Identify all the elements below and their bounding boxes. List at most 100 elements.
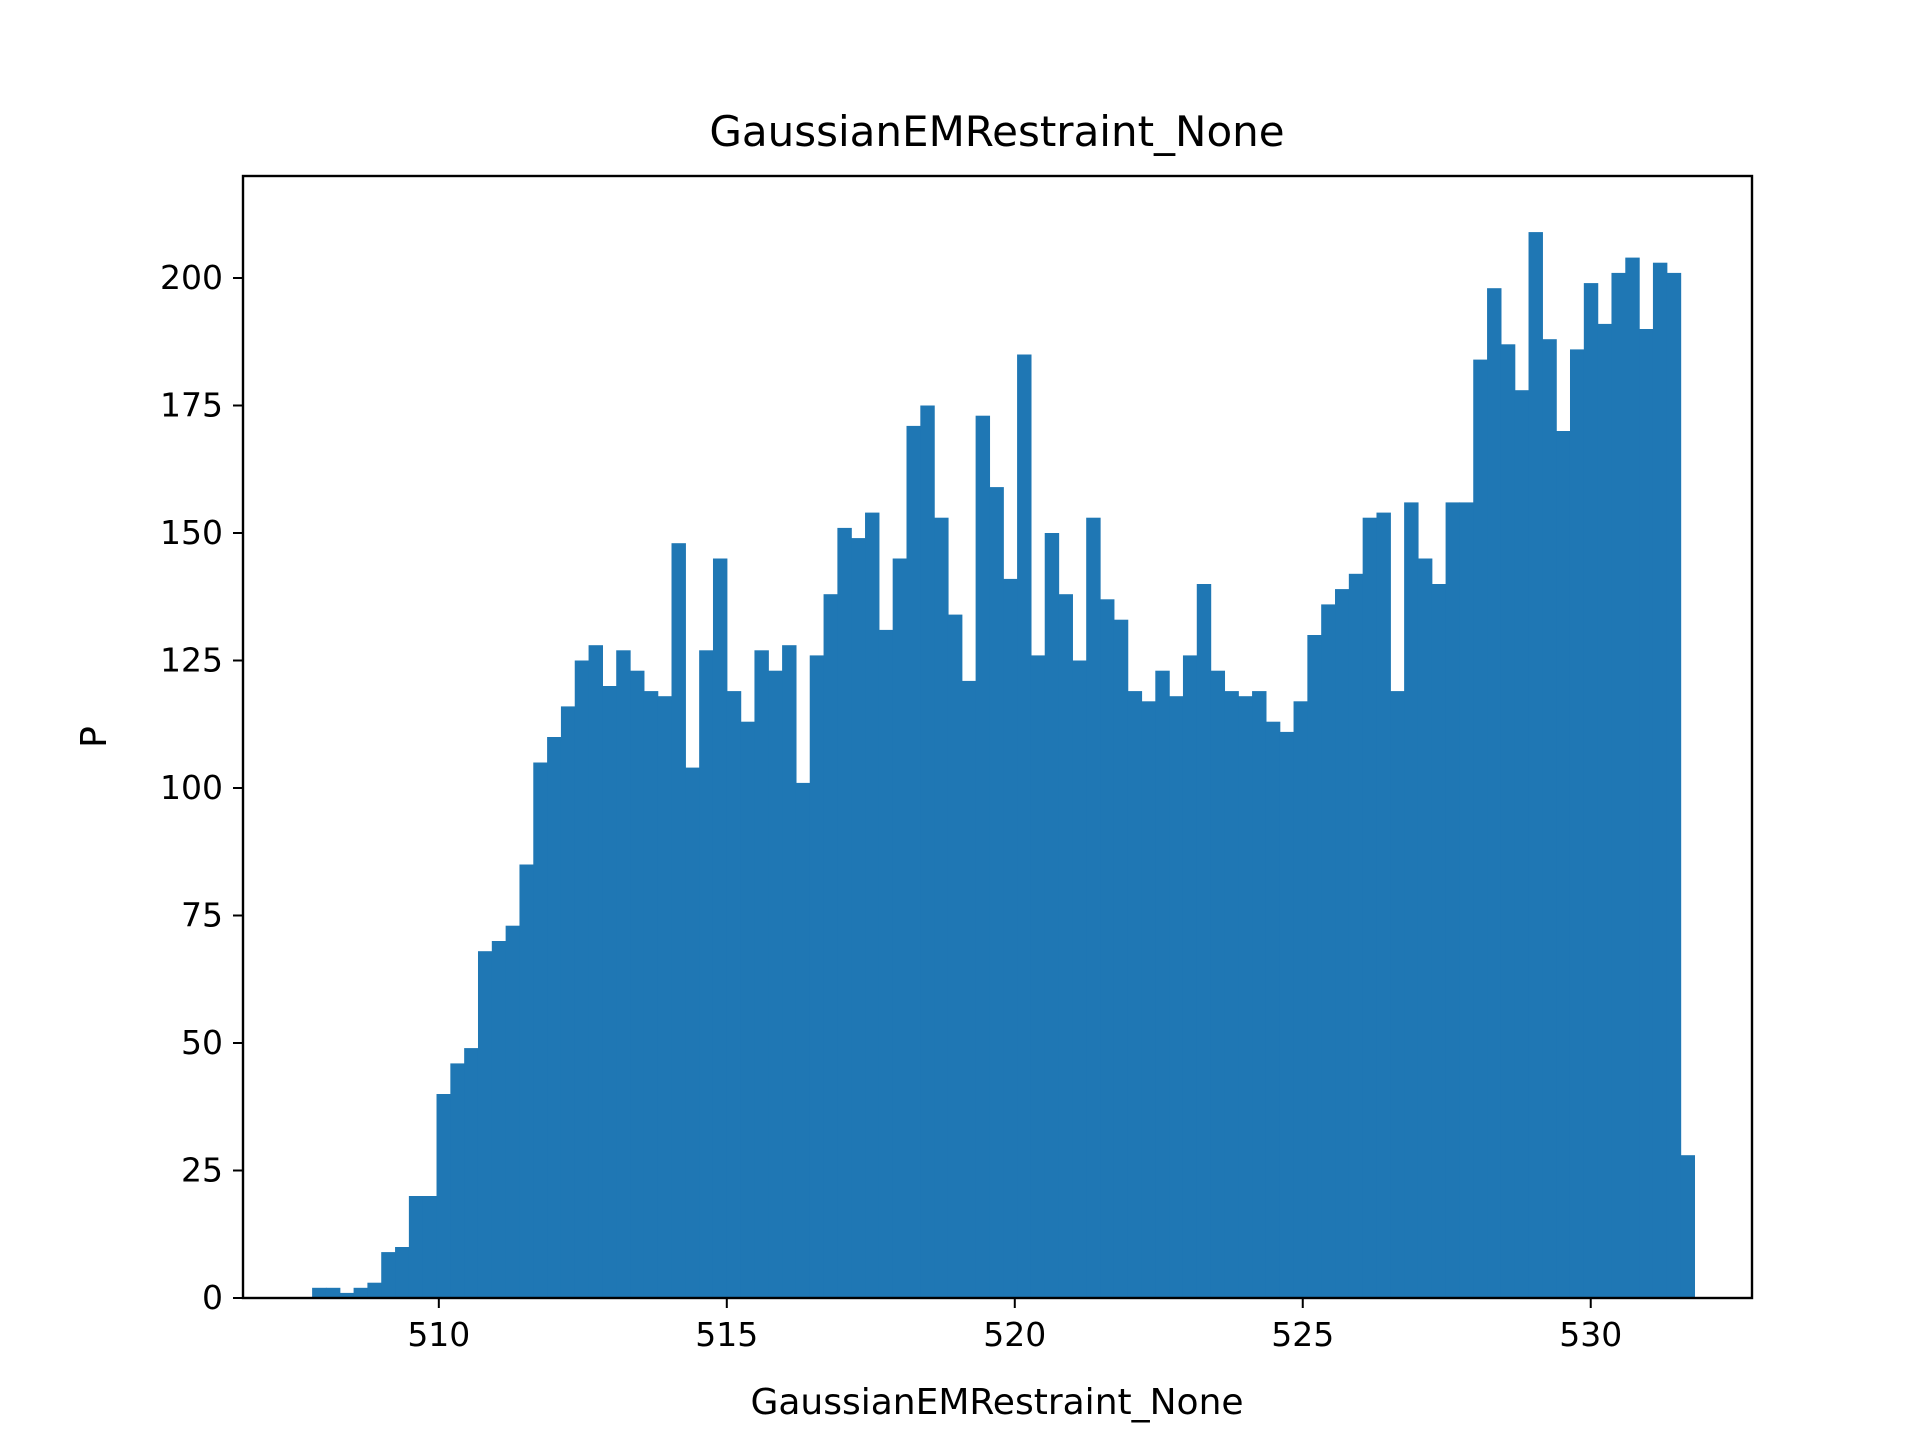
histogram-bar [782,645,797,1298]
histogram-bar [1569,349,1585,1298]
histogram-bar [989,487,1004,1299]
histogram-bar [1127,691,1143,1298]
y-axis-label: P [74,726,115,748]
histogram-bar [1528,232,1543,1299]
x-tick-label: 510 [407,1315,470,1354]
histogram-bar [1141,701,1156,1298]
histogram-bar [547,737,562,1298]
histogram-bar [1210,670,1226,1298]
histogram-bar [837,527,852,1298]
histogram-bar [892,558,908,1298]
y-tick-label: 100 [160,768,223,807]
histogram-bar [699,650,714,1298]
histogram-bar [560,706,576,1298]
histogram-bar [685,767,700,1298]
histogram-bar [1583,283,1599,1299]
histogram-bar [1556,431,1571,1298]
histogram-bar [602,686,617,1298]
histogram-bar [740,721,756,1298]
histogram-bar [1238,696,1253,1298]
x-tick-label: 525 [1271,1315,1334,1354]
histogram-bar [395,1247,410,1298]
histogram-bar [1445,502,1461,1298]
histogram-bar [657,696,673,1298]
histogram-bar [1487,288,1502,1298]
histogram-bar [1003,578,1018,1298]
histogram-bar [671,543,686,1298]
histogram-bar [1044,533,1060,1298]
histogram-bar [1293,701,1308,1298]
histogram-bar [477,951,493,1298]
histogram-bar [312,1287,327,1298]
x-tick-label: 515 [695,1315,758,1354]
histogram-bar [422,1196,438,1298]
histogram-bar [1279,731,1295,1298]
histogram-bar [823,594,838,1298]
histogram-bar [325,1287,341,1298]
histogram-bar [505,925,521,1298]
histogram-bar [1265,721,1281,1298]
histogram-bar [436,1094,451,1298]
histogram-bar [795,782,811,1298]
y-tick-label: 125 [160,641,223,680]
y-tick-label: 150 [160,513,223,552]
histogram-bar [865,512,880,1298]
histogram-bar [1473,359,1488,1299]
histogram-bar [1652,262,1668,1299]
histogram-bar [1500,344,1516,1298]
histogram-bar [367,1282,382,1298]
y-tick-label: 75 [181,896,223,935]
histogram-bar [1321,604,1336,1298]
histogram-bar [630,670,645,1298]
histogram-bar [1362,517,1378,1298]
histogram-bar [906,425,921,1298]
histogram-bar [1639,329,1654,1298]
histogram-bar [1030,655,1046,1298]
x-tick-label: 520 [983,1315,1046,1354]
histogram-bar [947,614,963,1298]
y-tick-label: 200 [160,258,223,297]
histogram-bars [312,232,1696,1299]
histogram-bar [1376,512,1391,1298]
histogram-bar [768,670,783,1298]
y-tick-label: 25 [181,1151,223,1190]
histogram-bar [878,629,894,1298]
histogram-bar [1597,323,1613,1298]
histogram-bar [1100,599,1115,1298]
histogram-bar [1307,635,1322,1298]
histogram-bar [975,415,991,1298]
histogram-bar [533,762,548,1298]
x-axis-ticks: 510 515 520 525 530 [407,1298,1622,1354]
histogram-bar [1196,584,1212,1298]
histogram-bar [643,691,659,1298]
plot-frame [241,174,1754,1300]
histogram-bar [961,680,977,1298]
histogram-bar [809,655,825,1298]
chart-title: GaussianEMRestraint_None [709,107,1284,156]
histogram-bar [1431,584,1447,1298]
histogram-bar [1072,660,1087,1298]
histogram-bar [712,558,728,1298]
histogram-bar [381,1252,396,1298]
histogram-bar [1224,691,1239,1298]
histogram-bar [408,1196,424,1298]
histogram-bar [1459,502,1474,1298]
histogram-bar [1252,691,1267,1298]
histogram-bar [1017,354,1032,1298]
histogram-bar [491,941,507,1298]
histogram-bar [616,650,631,1298]
y-axis-ticks: 0 25 50 75 100 125 150 175 200 [160,258,243,1317]
histogram-bar [1404,502,1419,1298]
histogram-bar [353,1287,369,1298]
histogram-bar [1086,517,1101,1298]
histogram-bar [851,538,866,1298]
y-tick-label: 0 [202,1278,223,1317]
histogram-bar [450,1063,465,1298]
x-axis-label: GaussianEMRestraint_None [750,1382,1243,1423]
histogram-bar [1666,272,1682,1298]
histogram-bar [1348,573,1364,1298]
histogram-bar [1625,257,1640,1299]
y-tick-label: 175 [160,386,223,425]
histogram-bar [726,691,742,1298]
